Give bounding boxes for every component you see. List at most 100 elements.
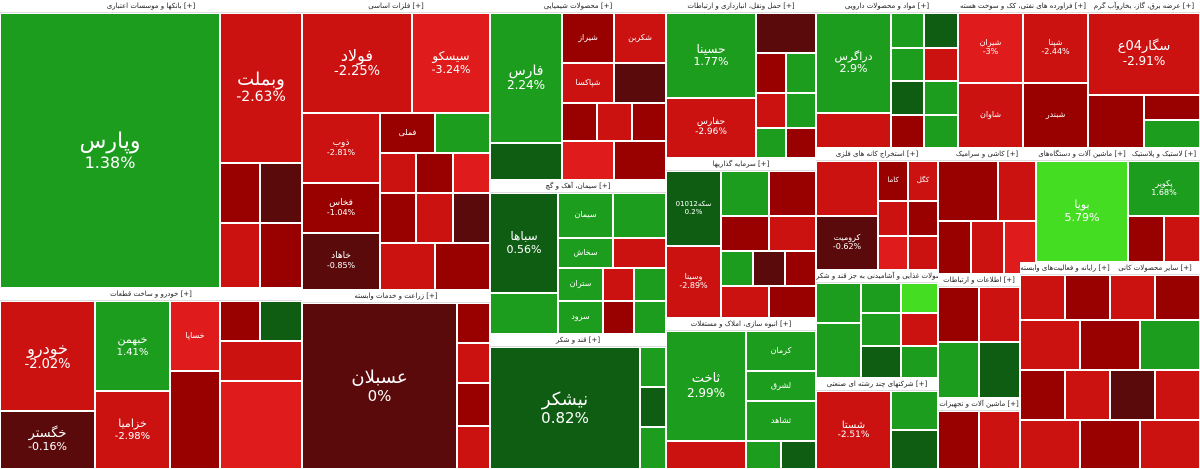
tile-pharma-s1[interactable] <box>891 13 924 48</box>
tile-sisco[interactable]: سیسکو -3.24% <box>412 13 490 113</box>
tile-pharma-s8[interactable] <box>924 115 958 148</box>
tile-kroomit[interactable]: کرومیت -0.62% <box>816 216 878 270</box>
tile-cement-r1[interactable] <box>613 238 666 268</box>
sector-machinery-header[interactable]: ماشین آلات و دستگاه‌های [+] <box>1036 148 1128 161</box>
tile-media-s1[interactable] <box>938 287 979 342</box>
tile-it-s1[interactable] <box>1020 275 1065 320</box>
sector-auto-header[interactable]: خودرو و ساخت قطعات [+] <box>0 288 302 301</box>
tile-transport-s4[interactable] <box>756 93 786 128</box>
tile-auto-small-1[interactable] <box>220 301 260 341</box>
tile-misc-9[interactable] <box>1080 420 1140 469</box>
sector-oil-header[interactable]: فراورده های نفتی، کک و سوخت هسته [+] <box>958 0 1088 13</box>
tile-chem-s5[interactable] <box>562 141 614 180</box>
tile-tiles-s3[interactable] <box>971 221 1004 274</box>
tile-elec-s3[interactable] <box>1144 120 1200 148</box>
tile-transport-s1[interactable] <box>756 13 816 53</box>
tile-kegol[interactable]: کگل <box>908 161 938 201</box>
tile-transport-s6[interactable] <box>756 128 786 158</box>
tile-food-g2[interactable] <box>816 323 861 378</box>
tile-fameli[interactable]: فملی <box>380 113 435 153</box>
tile-bank-small-4[interactable] <box>260 223 302 288</box>
tile-daragars[interactable]: دراگرس 2.9% <box>816 13 891 113</box>
tile-auto-small-4[interactable] <box>170 371 220 469</box>
tile-invest-s7[interactable] <box>785 251 816 286</box>
tile-transport-s3[interactable] <box>786 53 816 93</box>
tile-auto-small-3[interactable] <box>220 341 302 381</box>
tile-sugar-s3[interactable] <box>640 427 666 469</box>
tile-misc-7[interactable] <box>1155 370 1200 420</box>
tile-nishekar[interactable]: نیشکر 0.82% <box>490 347 640 469</box>
tile-misc-3[interactable] <box>1140 320 1200 370</box>
tile-mining-s1[interactable] <box>878 201 908 236</box>
tile-setran[interactable]: ستران <box>558 268 603 301</box>
sector-pharma-header[interactable]: مواد و محصولات دارویی [+] <box>816 0 958 13</box>
sector-transport-header[interactable]: حمل ونقل، انبارداری و ارتباطات [+] <box>666 0 816 13</box>
sector-rubber-header[interactable]: لاستیک و پلاستیک [+] <box>1128 148 1200 161</box>
tile-invest-s8[interactable] <box>721 286 769 318</box>
sector-investment-header[interactable]: سرمایه گذاریها [+] <box>666 158 816 171</box>
tile-rubber-s2[interactable] <box>1164 216 1200 262</box>
tile-nonmetal-s1[interactable] <box>1110 275 1155 320</box>
tile-sekeh[interactable]: سکه01012 0.2% <box>666 171 721 246</box>
tile-metal-s4[interactable] <box>380 193 416 243</box>
tile-fars[interactable]: فارس 2.24% <box>490 13 562 143</box>
tile-hasina[interactable]: حسینا 1.77% <box>666 13 756 98</box>
tile-cement-r2[interactable] <box>603 268 634 301</box>
tile-metal-s3[interactable] <box>453 153 490 193</box>
tile-pharma-s5[interactable] <box>891 81 924 115</box>
tile-chem-dark[interactable] <box>490 143 562 180</box>
tile-food-s2[interactable] <box>901 283 938 313</box>
tile-vaparas[interactable]: وپارس 1.38% <box>0 13 220 288</box>
tile-pharma-r1[interactable] <box>816 113 891 148</box>
tile-chem-s6[interactable] <box>614 141 666 180</box>
tile-mining-s4[interactable] <box>908 236 938 270</box>
tile-chem-s4[interactable] <box>632 103 666 141</box>
tile-constr-s2[interactable] <box>781 441 816 469</box>
tile-cement-green-1[interactable] <box>490 293 558 334</box>
tile-khebahman[interactable]: خبهمن 1.41% <box>95 301 170 391</box>
tile-sigar[interactable]: سگار04ع -2.91% <box>1088 13 1200 95</box>
sector-construction-header[interactable]: انبوه سازی، املاک و مستغلات [+] <box>666 318 816 331</box>
tile-metal-green[interactable] <box>435 113 490 153</box>
tile-fakhas[interactable]: فخاس -1.04% <box>302 183 380 233</box>
tile-elec-s1[interactable] <box>1088 95 1144 148</box>
tile-metal-s8[interactable] <box>435 243 490 290</box>
tile-metal-s2[interactable] <box>416 153 453 193</box>
tile-auto-small-5[interactable] <box>220 381 302 469</box>
tile-media-s4[interactable] <box>979 342 1020 398</box>
tile-misc-2[interactable] <box>1080 320 1140 370</box>
tile-shiran[interactable]: شیران -3% <box>958 13 1023 83</box>
tile-khegostar[interactable]: خگستر -0.16% <box>0 411 95 469</box>
tile-eng-s2[interactable] <box>891 430 938 469</box>
tile-invest-s3[interactable] <box>721 216 769 251</box>
tile-food-s5[interactable] <box>861 346 901 378</box>
tile-retail-s3[interactable] <box>457 383 490 426</box>
tile-foolad[interactable]: فولاد -2.25% <box>302 13 412 113</box>
tile-pharma-s6[interactable] <box>924 81 958 115</box>
tile-misc-6[interactable] <box>1110 370 1155 420</box>
tile-tiles-s2[interactable] <box>938 221 971 274</box>
tile-misc-5[interactable] <box>1065 370 1110 420</box>
tile-bank-small-1[interactable] <box>220 163 260 223</box>
tile-elec-s2[interactable] <box>1144 95 1200 120</box>
tile-bank-small-2[interactable] <box>260 163 302 223</box>
tile-retail-s2[interactable] <box>457 343 490 383</box>
tile-equip-s1[interactable] <box>938 411 979 469</box>
tile-cement-r3[interactable] <box>603 301 634 334</box>
tile-invest-s1[interactable] <box>721 171 769 216</box>
sector-nonmetal-header[interactable]: سایر محصولات کانی [+] <box>1110 262 1200 275</box>
tile-khodro[interactable]: خودرو -2.02% <box>0 301 95 411</box>
tile-mining-s3[interactable] <box>878 236 908 270</box>
tile-shiraz[interactable]: شیراز <box>562 13 614 63</box>
tile-shbandar[interactable]: شبندر <box>1023 83 1088 148</box>
sector-food-header[interactable]: محصولات غذایی و آشامیدنی به جز قند و شکر… <box>816 270 938 283</box>
tile-nonmetal-s2[interactable] <box>1155 275 1200 320</box>
tile-kama[interactable]: کاما <box>878 161 908 201</box>
tile-khazamiya[interactable]: خزامیا -2.98% <box>95 391 170 469</box>
tile-chem-s2[interactable] <box>562 103 597 141</box>
sector-chemicals-header[interactable]: محصولات شیمیایی [+] <box>490 0 666 13</box>
tile-cement-g4[interactable] <box>634 301 666 334</box>
sector-banks-header[interactable]: بانکها و موسسات اعتباری [+] <box>0 0 302 13</box>
tile-shasta[interactable]: شستا -2.51% <box>816 391 891 469</box>
tile-eng-s1[interactable] <box>891 391 938 430</box>
